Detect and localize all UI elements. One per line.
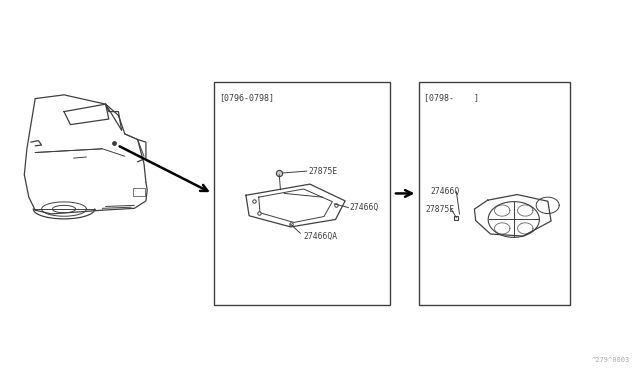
Text: ^279^0003: ^279^0003 [592,357,630,363]
Text: [0796-0798]: [0796-0798] [220,93,275,102]
Text: 27875E: 27875E [308,167,337,176]
Text: 27466Q: 27466Q [349,203,379,212]
Text: [0798-    ]: [0798- ] [424,93,479,102]
Text: 27875E: 27875E [426,205,455,214]
Bar [133,188,145,196]
Bar [419,82,570,305]
Bar [214,82,390,305]
Text: 27466QA: 27466QA [303,232,338,241]
Text: 27466Q: 27466Q [431,187,460,196]
